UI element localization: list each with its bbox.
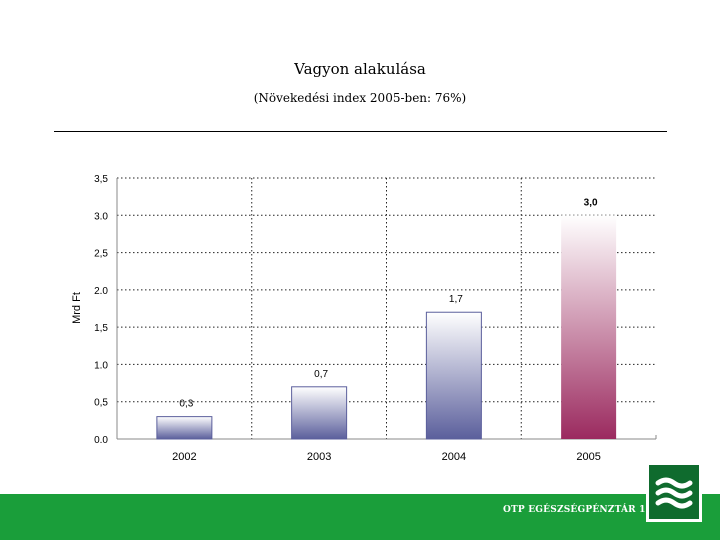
title-divider xyxy=(54,131,667,132)
data-label-2004: 1,7 xyxy=(449,294,463,305)
data-label-2003: 0,7 xyxy=(314,369,328,380)
x-tick-label-2002: 2002 xyxy=(172,451,196,463)
y-tick-label: 3,5 xyxy=(94,174,108,185)
y-tick-label: 2.0 xyxy=(94,286,108,297)
y-tick-label: 2,5 xyxy=(94,249,108,260)
bar-2003 xyxy=(291,386,348,440)
x-tick-label-2004: 2004 xyxy=(442,451,466,463)
footer-bar xyxy=(0,494,720,540)
x-tick-label-2005: 2005 xyxy=(576,451,600,463)
y-tick-label: 1,5 xyxy=(94,323,108,334)
chart-subtitle: (Növekedési index 2005-ben: 76%) xyxy=(253,91,467,105)
y-tick-label: 3.0 xyxy=(94,211,108,222)
otp-waves-logo-icon xyxy=(646,462,702,522)
bar-2004 xyxy=(425,311,482,440)
chart-title: Vagyon alakulása xyxy=(294,60,426,78)
x-tick-label-2003: 2003 xyxy=(307,451,331,463)
bar-chart: 0.0 0,5 1.0 1,5 2.0 2,5 3.0 3,5 Mrd Ft 0,3 2002 0,7… xyxy=(71,174,657,463)
y-axis-label: Mrd Ft xyxy=(71,292,83,324)
data-label-2002: 0,3 xyxy=(179,399,193,410)
y-tick-label: 0,5 xyxy=(94,398,108,409)
footer-text: OTP EGÉSZSÉGPÉNZTÁR 10 xyxy=(503,505,653,515)
bar-2002 xyxy=(156,416,213,440)
data-label-2005: 3,0 xyxy=(584,197,598,208)
y-tick-label: 1.0 xyxy=(94,360,108,371)
bar-2005 xyxy=(561,215,617,439)
y-tick-label: 0.0 xyxy=(94,435,108,446)
